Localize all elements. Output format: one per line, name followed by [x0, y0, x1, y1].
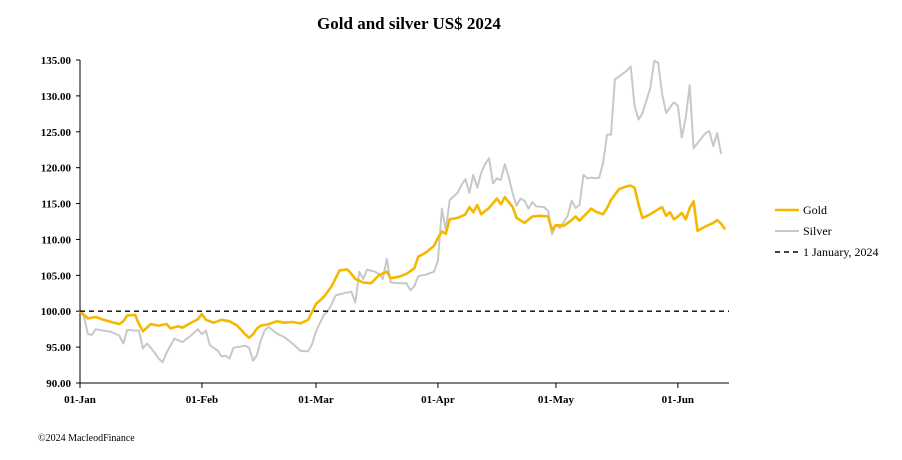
y-tick-label: 100.00: [41, 306, 72, 318]
series-line-silver: [79, 59, 723, 364]
y-tick-label: 125.00: [41, 127, 72, 139]
x-tick-label: 01-Jan: [64, 394, 96, 406]
x-tick-label: 01-Apr: [421, 394, 455, 406]
x-tick-label: 01-Mar: [298, 394, 334, 406]
y-tick-label: 130.00: [41, 91, 72, 103]
y-tick-label: 95.00: [46, 342, 71, 354]
x-tick-label: 01-Feb: [186, 394, 218, 406]
y-tick-label: 105.00: [41, 270, 72, 282]
y-tick-label: 135.00: [41, 55, 72, 67]
y-tick-label: 110.00: [41, 234, 71, 246]
x-tick-label: 01-Jun: [662, 394, 694, 406]
chart-title: Gold and silver US$ 2024: [317, 14, 501, 33]
legend: Gold Silver 1 January, 2024: [775, 203, 879, 259]
series-layer: [79, 59, 729, 364]
x-axis: 01-Jan 01-Feb 01-Mar 01-Apr 01-May 01-Jun: [64, 382, 729, 406]
legend-label-gold: Gold: [803, 203, 827, 217]
copyright-note: ©2024 MacleodFinance: [38, 433, 135, 444]
y-tick-label: 90.00: [46, 378, 71, 390]
y-tick-label: 115.00: [41, 199, 71, 211]
legend-label-baseline: 1 January, 2024: [803, 245, 879, 259]
series-line-gold: [79, 184, 727, 340]
y-tick-label: 120.00: [41, 163, 72, 175]
y-axis: 90.00 95.00 100.00 105.00 110.00 115.00 120.00…: [41, 55, 81, 390]
x-tick-label: 01-May: [538, 394, 575, 406]
legend-label-silver: Silver: [803, 224, 832, 238]
